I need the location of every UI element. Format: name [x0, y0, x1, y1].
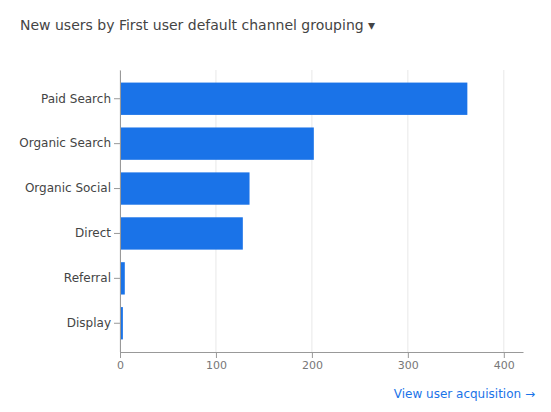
x-axis: 0 100 200 300 400	[117, 352, 524, 372]
x-tick-label: 0	[117, 359, 124, 372]
y-tick: Paid Search	[41, 92, 120, 106]
x-tick: 100	[206, 352, 227, 372]
bar	[120, 172, 250, 204]
x-tick-mark	[120, 352, 121, 358]
y-tick-label: Organic Social	[25, 181, 111, 195]
plot-area: 0 100 200 300 400 Display Referral Direct Organi…	[19, 70, 523, 372]
x-tick-label: 100	[206, 359, 227, 372]
y-tick: Organic Social	[25, 181, 120, 195]
y-tick: Referral	[64, 271, 120, 285]
footer-annotation: View user acquisition →	[394, 387, 535, 401]
x-tick: 400	[494, 352, 515, 372]
x-tick: 0	[117, 352, 124, 372]
y-tick-mark	[114, 143, 120, 144]
chart: New users by First user default channel …	[0, 0, 551, 412]
bars	[120, 83, 467, 340]
y-tick-label: Organic Search	[19, 136, 111, 150]
y-tick: Direct	[75, 226, 120, 240]
y-tick-label: Display	[67, 316, 111, 330]
chart-container: New users by First user default channel …	[0, 0, 551, 412]
title: New users by First user default channel …	[20, 17, 375, 33]
y-tick-mark	[114, 233, 120, 234]
x-tick-label: 400	[494, 359, 515, 372]
y-axis: Display Referral Direct Organic Social Organ…	[19, 71, 120, 353]
x-tick-label: 300	[398, 359, 419, 372]
grid-line	[120, 70, 121, 352]
grid	[120, 70, 504, 352]
y-tick-label: Referral	[64, 271, 111, 285]
y-tick-mark	[114, 188, 120, 189]
x-axis-line	[121, 352, 524, 353]
y-tick-label: Direct	[75, 226, 111, 240]
bar	[120, 83, 467, 115]
y-tick-mark	[114, 323, 120, 324]
x-tick-mark	[216, 352, 217, 358]
y-axis-line	[120, 71, 121, 353]
x-tick: 300	[398, 352, 419, 372]
x-tick-mark	[312, 352, 313, 358]
y-tick-label: Paid Search	[41, 92, 111, 106]
y-tick: Organic Search	[19, 136, 120, 150]
bar	[120, 127, 314, 159]
y-tick: Display	[67, 316, 120, 330]
bar	[120, 217, 243, 249]
x-tick-mark	[504, 352, 505, 358]
x-tick-label: 200	[302, 359, 323, 372]
grid-line	[503, 70, 504, 352]
y-tick-mark	[114, 98, 120, 99]
x-tick: 200	[302, 352, 323, 372]
y-tick-mark	[114, 278, 120, 279]
x-tick-mark	[408, 352, 409, 358]
